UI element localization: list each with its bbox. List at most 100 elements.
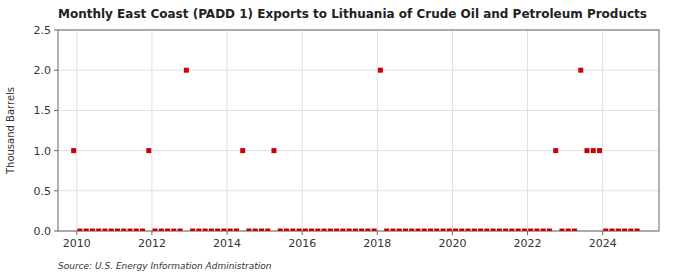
- point: [159, 229, 164, 232]
- point: [221, 229, 226, 232]
- point: [541, 229, 546, 232]
- y-grid-line: [58, 110, 659, 111]
- point: [534, 229, 539, 232]
- plot-frame: [58, 30, 659, 231]
- point: [140, 229, 145, 232]
- point: [547, 229, 552, 232]
- x-tick: [527, 231, 528, 235]
- point: [134, 229, 139, 232]
- point: [234, 229, 239, 232]
- point: [297, 229, 302, 232]
- point: [215, 229, 220, 232]
- point: [447, 229, 452, 232]
- y-tick-label: 0.5: [34, 185, 52, 198]
- point: [603, 229, 608, 232]
- point: [246, 229, 251, 232]
- point: [84, 229, 89, 232]
- point: [340, 229, 345, 232]
- point: [165, 229, 170, 232]
- point: [328, 229, 333, 232]
- point: [90, 229, 95, 232]
- point: [503, 229, 508, 232]
- x-tick: [452, 231, 453, 235]
- y-tick-label: 1.5: [34, 104, 52, 117]
- point: [622, 229, 627, 232]
- y-tick-label: 2.0: [34, 64, 52, 77]
- y-tick: [54, 150, 58, 151]
- x-tick: [151, 231, 152, 235]
- title: Monthly East Coast (PADD 1) Exports to L…: [58, 7, 647, 21]
- x-grid-line: [302, 30, 303, 231]
- y-tick: [54, 190, 58, 191]
- axes: 201020122014201620182020202220240.00.51.…: [34, 24, 660, 250]
- point: [566, 229, 571, 232]
- point: [591, 148, 596, 153]
- point: [428, 229, 433, 232]
- point: [153, 229, 158, 232]
- point: [309, 229, 314, 232]
- point: [265, 229, 270, 232]
- point: [190, 229, 195, 232]
- point: [365, 229, 370, 232]
- point: [353, 229, 358, 232]
- x-tick-label: 2018: [363, 237, 391, 250]
- x-grid-line: [227, 30, 228, 231]
- point: [409, 229, 414, 232]
- point: [441, 229, 446, 232]
- point: [403, 229, 408, 232]
- point: [390, 229, 395, 232]
- point: [616, 229, 621, 232]
- point: [572, 229, 577, 232]
- x-tick-label: 2014: [213, 237, 241, 250]
- point: [597, 148, 602, 153]
- point: [522, 229, 527, 232]
- point: [209, 229, 214, 232]
- point: [559, 229, 564, 232]
- point: [240, 148, 245, 153]
- point: [290, 229, 295, 232]
- point: [121, 229, 126, 232]
- point: [453, 229, 458, 232]
- x-tick-label: 2012: [138, 237, 166, 250]
- point: [397, 229, 402, 232]
- points: [71, 68, 639, 231]
- x-tick: [302, 231, 303, 235]
- y-tick-label: 2.5: [34, 24, 52, 37]
- point: [284, 229, 289, 232]
- y-tick-label: 1.0: [34, 145, 52, 158]
- y-tick: [54, 110, 58, 111]
- x-tick-label: 2020: [438, 237, 466, 250]
- point: [178, 229, 183, 232]
- point: [203, 229, 208, 232]
- point: [384, 229, 389, 232]
- point: [77, 229, 82, 232]
- chart: 201020122014201620182020202220240.00.51.…: [0, 0, 675, 275]
- point: [334, 229, 339, 232]
- point: [171, 229, 176, 232]
- point: [491, 229, 496, 232]
- point: [528, 229, 533, 232]
- point: [497, 229, 502, 232]
- y-tick: [54, 70, 58, 71]
- point: [253, 229, 258, 232]
- y-grid-line: [58, 190, 659, 191]
- point: [584, 148, 589, 153]
- x-grid-line: [151, 30, 152, 231]
- point: [509, 229, 514, 232]
- grid: [58, 30, 659, 231]
- point: [478, 229, 483, 232]
- x-tick-label: 2016: [288, 237, 316, 250]
- point: [415, 229, 420, 232]
- y-axis-label: Thousand Barrels: [5, 87, 16, 175]
- point: [128, 229, 133, 232]
- x-grid-line: [527, 30, 528, 231]
- y-tick: [54, 231, 58, 232]
- point: [278, 229, 283, 232]
- x-grid-line: [76, 30, 77, 231]
- point: [196, 229, 201, 232]
- x-grid-line: [452, 30, 453, 231]
- point: [459, 229, 464, 232]
- point: [578, 68, 583, 73]
- x-tick: [227, 231, 228, 235]
- point: [184, 68, 189, 73]
